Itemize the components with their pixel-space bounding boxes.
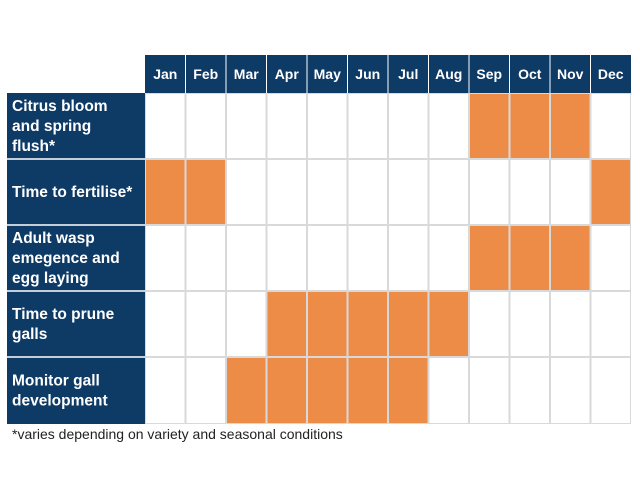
month-cell (347, 225, 388, 291)
active-month-cell (266, 357, 307, 424)
month-cell (226, 225, 267, 291)
row-label-line: development (12, 393, 108, 410)
month-label: Feb (193, 66, 218, 82)
month-cell (145, 291, 186, 357)
month-label: Apr (275, 66, 300, 82)
row-label-box (7, 225, 145, 291)
month-cell (347, 93, 388, 159)
row-label-line: and spring (12, 118, 91, 135)
month-cell (307, 159, 348, 225)
month-cell (347, 159, 388, 225)
row-label: Time to prune galls (12, 306, 115, 343)
month-label: Dec (598, 66, 624, 82)
month-cell (509, 291, 550, 357)
month-cell (185, 225, 226, 291)
row-label-line: galls (12, 326, 47, 343)
active-month-cell (347, 357, 388, 424)
row-label-line: flush* (12, 138, 56, 155)
row-label-box (7, 93, 145, 159)
row-label: Monitor gall development (12, 373, 108, 410)
month-cell (266, 159, 307, 225)
active-month-cell (388, 291, 429, 357)
month-cell (550, 357, 591, 424)
row-label-line: Time to prune (12, 306, 115, 323)
month-label: Nov (557, 66, 584, 82)
month-cell (307, 93, 348, 159)
month-cell (185, 291, 226, 357)
active-month-cell (428, 291, 469, 357)
active-month-cell (347, 291, 388, 357)
month-label: Aug (435, 66, 462, 82)
active-month-cell (469, 93, 510, 159)
month-label: May (314, 66, 341, 82)
month-label: Jan (153, 66, 177, 82)
month-cell (226, 291, 267, 357)
month-cell (428, 357, 469, 424)
active-month-cell (307, 291, 348, 357)
month-cell (266, 93, 307, 159)
active-month-cell (226, 357, 267, 424)
month-cell (185, 357, 226, 424)
active-month-cell (307, 357, 348, 424)
month-cell (185, 93, 226, 159)
active-month-cell (590, 159, 631, 225)
month-label: Jun (355, 66, 380, 82)
month-cell (388, 93, 429, 159)
month-cell (590, 93, 631, 159)
row-label-line: emegence and (12, 250, 120, 267)
month-label: Sep (476, 66, 502, 82)
row-label-line: Monitor gall (12, 373, 100, 390)
month-cell (307, 225, 348, 291)
month-cell (428, 93, 469, 159)
month-cell (145, 93, 186, 159)
row-label-line: Adult wasp (12, 230, 95, 247)
footnote: *varies depending on variety and seasona… (12, 426, 343, 442)
row-label-line: egg laying (12, 270, 89, 287)
row-label-box (7, 357, 145, 424)
row-label-line: Time to fertilise* (12, 184, 133, 201)
active-month-cell (388, 357, 429, 424)
month-cell (145, 225, 186, 291)
month-cell (590, 357, 631, 424)
active-month-cell (509, 93, 550, 159)
month-cell (550, 159, 591, 225)
month-cell (428, 225, 469, 291)
row-label-line: Citrus bloom (12, 98, 108, 115)
month-cell (226, 159, 267, 225)
month-cell (266, 225, 307, 291)
month-cell (550, 291, 591, 357)
month-cell (145, 357, 186, 424)
month-cell (428, 159, 469, 225)
month-label: Mar (234, 66, 259, 82)
month-cell (590, 225, 631, 291)
month-cell (590, 291, 631, 357)
month-cell (388, 159, 429, 225)
active-month-cell (469, 225, 510, 291)
month-cell (469, 291, 510, 357)
month-cell (226, 93, 267, 159)
row-label-box (7, 291, 145, 357)
month-label: Jul (398, 66, 418, 82)
row-label: Adult wasp emegence and egg laying (12, 230, 120, 287)
month-cell (509, 357, 550, 424)
row-label-box (7, 159, 145, 225)
active-month-cell (145, 159, 186, 225)
active-month-cell (509, 225, 550, 291)
active-month-cell (185, 159, 226, 225)
month-cell (469, 159, 510, 225)
active-month-cell (550, 93, 591, 159)
active-month-cell (550, 225, 591, 291)
month-label: Oct (518, 66, 542, 82)
row-label: Citrus bloom and spring flush* (12, 98, 108, 155)
month-cell (388, 225, 429, 291)
month-cell (509, 159, 550, 225)
row-label: Time to fertilise* (12, 184, 133, 201)
month-cell (469, 357, 510, 424)
active-month-cell (266, 291, 307, 357)
